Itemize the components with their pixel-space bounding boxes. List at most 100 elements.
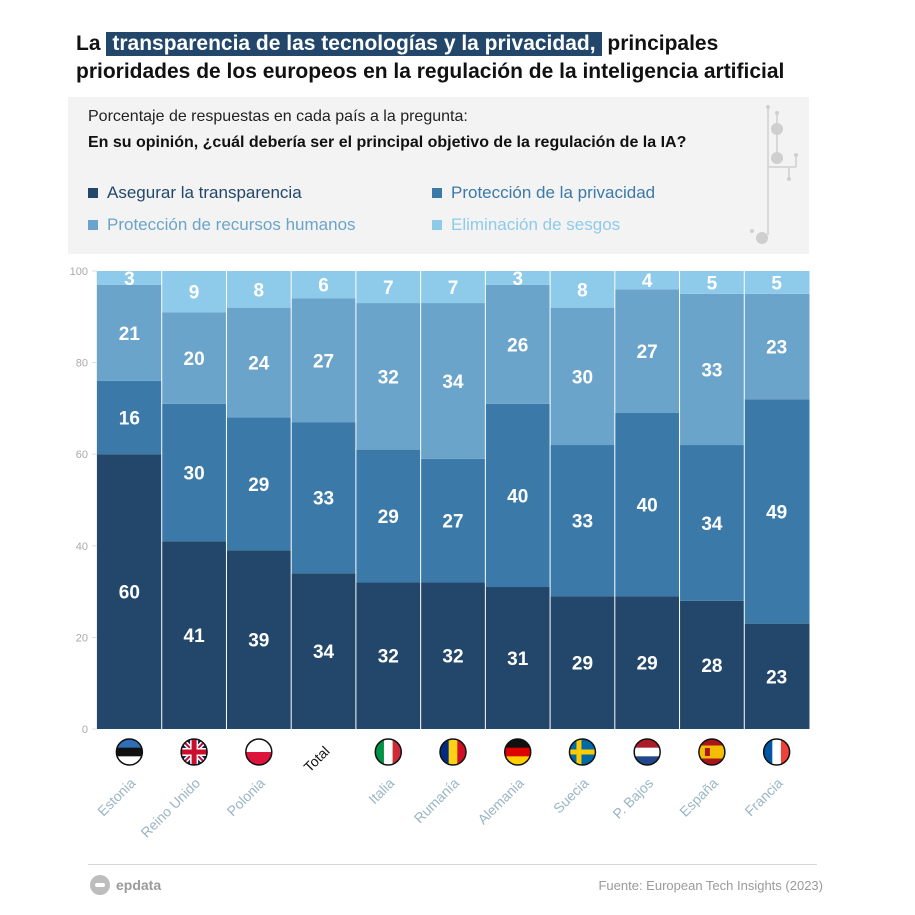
estonia-flag-icon xyxy=(116,739,143,765)
flag-outline xyxy=(180,738,208,766)
data-label: 33 xyxy=(313,489,334,510)
bar-segment xyxy=(420,582,486,729)
data-label: 40 xyxy=(637,496,658,517)
epdata-logo: epdata xyxy=(90,875,161,895)
category-label: Italia xyxy=(365,775,397,807)
data-label: 5 xyxy=(707,273,718,294)
data-label: 40 xyxy=(507,486,528,507)
legend-label: Eliminación de sesgos xyxy=(451,215,621,234)
y-tick-label: 40 xyxy=(76,541,88,553)
y-tick-label: 100 xyxy=(70,266,88,278)
romania-flag-icon xyxy=(440,739,466,765)
question-text: En su opinión, ¿cuál debería ser el prin… xyxy=(88,134,687,151)
bar-segment xyxy=(679,445,745,601)
bar-segment xyxy=(97,454,163,729)
bar-segment xyxy=(485,271,551,285)
y-tick-label: 0 xyxy=(82,724,88,736)
legend-label: Asegurar la transparencia xyxy=(107,183,302,202)
y-tick-label: 80 xyxy=(76,358,88,370)
bar-segment xyxy=(291,271,357,299)
bar-segment xyxy=(226,271,292,308)
bar-segment xyxy=(485,403,551,588)
title-suffix: principales xyxy=(607,32,719,55)
bar-segment xyxy=(550,271,616,308)
bar-segment xyxy=(420,458,486,583)
flag-outline xyxy=(374,738,403,766)
italy-flag-icon xyxy=(375,739,402,765)
bar-segment xyxy=(161,541,227,729)
bar-segment xyxy=(744,399,810,624)
flag-outline xyxy=(245,738,273,766)
bar-segment xyxy=(161,403,227,542)
bar-segment xyxy=(744,623,810,729)
bar-segment xyxy=(679,293,745,446)
flag-outline xyxy=(568,738,597,766)
legend-swatch xyxy=(88,220,98,230)
data-label: 29 xyxy=(637,654,658,675)
data-label: 32 xyxy=(442,647,463,668)
bar-segment xyxy=(97,271,163,285)
title-line-2: prioridades de los europeos en la regula… xyxy=(76,60,785,83)
bar-segment xyxy=(550,307,616,446)
flag-outline xyxy=(503,738,532,766)
bar-segment xyxy=(355,449,422,583)
data-label: 31 xyxy=(507,649,529,670)
data-label: 29 xyxy=(248,475,269,496)
data-label: 23 xyxy=(766,667,787,688)
data-label: 32 xyxy=(378,647,399,668)
data-label: 5 xyxy=(771,273,782,294)
data-label: 23 xyxy=(766,338,787,359)
legend-item-recursos: Protección de recursos humanos xyxy=(88,215,356,235)
bar-segment xyxy=(161,312,227,404)
data-label: 28 xyxy=(701,656,722,677)
chart-title: La transparencia de las tecnologías y la… xyxy=(76,30,876,86)
bar-segment xyxy=(291,573,357,729)
data-label: 24 xyxy=(248,354,270,375)
bar-segment xyxy=(679,271,745,294)
circuit-decoration-icon xyxy=(750,105,798,244)
data-label: 21 xyxy=(119,324,141,345)
bar-segment xyxy=(355,582,422,729)
bar-segment xyxy=(226,307,292,418)
category-label: Polonia xyxy=(224,775,268,819)
question-intro: Porcentaje de respuestas en cada país a … xyxy=(88,108,468,125)
y-tick-label: 20 xyxy=(76,632,88,644)
bar-segment xyxy=(485,587,551,729)
data-label: 60 xyxy=(119,583,140,604)
bar-segment xyxy=(550,445,616,597)
netherlands-flag-icon xyxy=(634,739,661,765)
flag-outline xyxy=(439,738,467,766)
france-flag-icon xyxy=(763,739,790,765)
legend-item-privacidad: Protección de la privacidad xyxy=(432,183,655,203)
flag-outline xyxy=(698,738,726,766)
bar-segment xyxy=(679,600,745,729)
category-label: Estonia xyxy=(94,775,138,819)
legend-swatch xyxy=(432,220,442,230)
data-label: 27 xyxy=(442,512,463,533)
data-label: 16 xyxy=(119,409,140,430)
bar-segment xyxy=(614,596,681,729)
legend-swatch xyxy=(88,188,98,198)
bar-segment xyxy=(355,271,422,304)
category-label: Francia xyxy=(741,775,785,819)
data-label: 34 xyxy=(701,514,723,535)
data-label: 3 xyxy=(124,269,135,290)
category-label: P. Bajos xyxy=(609,775,656,822)
bar-segment xyxy=(226,550,292,729)
bar-segment xyxy=(97,380,163,455)
category-label: Suecia xyxy=(550,775,592,817)
data-label: 34 xyxy=(313,642,335,663)
bar-segment xyxy=(614,289,681,413)
flag-outline xyxy=(633,738,661,766)
legend-label: Protección de la privacidad xyxy=(451,183,656,202)
germany-flag-icon xyxy=(504,739,531,765)
data-label: 20 xyxy=(184,349,205,370)
data-label: 3 xyxy=(512,269,523,290)
epdata-logo-icon xyxy=(90,875,110,895)
flag-outline xyxy=(762,738,791,766)
bar-segment xyxy=(226,417,292,551)
bar-segment xyxy=(550,596,616,729)
legend-item-sesgos: Eliminación de sesgos xyxy=(432,215,620,235)
data-label: 9 xyxy=(189,283,200,304)
data-label: 33 xyxy=(701,360,722,381)
